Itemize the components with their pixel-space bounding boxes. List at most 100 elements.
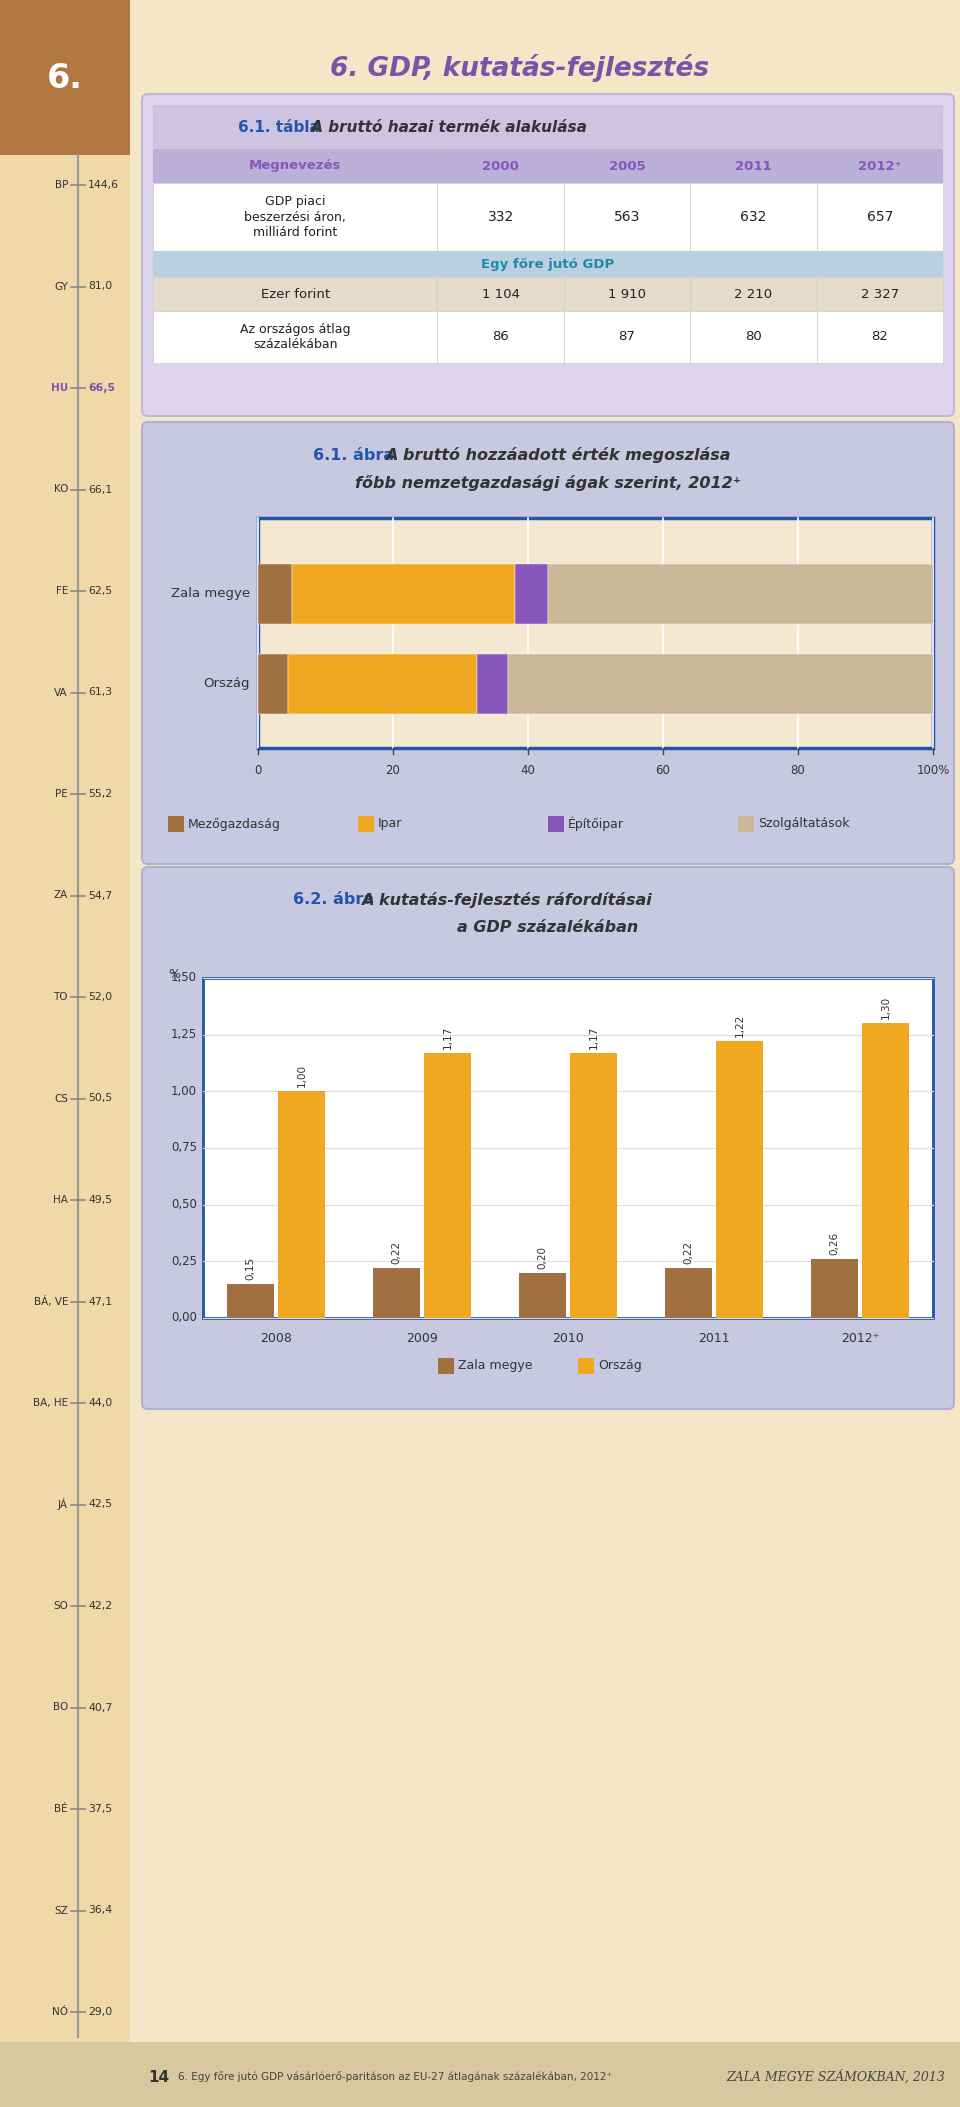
Text: 37,5: 37,5 (88, 1804, 112, 1814)
Text: 80: 80 (745, 331, 762, 343)
Text: KO: KO (54, 485, 68, 495)
Text: 62,5: 62,5 (88, 586, 112, 596)
Text: 66,1: 66,1 (88, 485, 112, 495)
Text: 0,50: 0,50 (171, 1199, 197, 1212)
Text: a GDP százalékában: a GDP százalékában (457, 921, 638, 936)
Bar (0, 156, 130, 2107)
FancyBboxPatch shape (142, 421, 954, 864)
Text: 1,50: 1,50 (171, 971, 197, 984)
Text: Zala megye: Zala megye (458, 1359, 533, 1372)
Text: 1 104: 1 104 (482, 287, 519, 301)
Text: 1,22: 1,22 (734, 1013, 744, 1037)
Text: 0,00: 0,00 (171, 1311, 197, 1325)
Text: 0,75: 0,75 (171, 1142, 197, 1155)
Text: BÁ, VE: BÁ, VE (34, 1296, 68, 1306)
Text: 0,20: 0,20 (538, 1245, 547, 1268)
Text: 2010: 2010 (552, 1332, 584, 1344)
Text: Egy főre jutó GDP: Egy főre jutó GDP (481, 257, 614, 270)
Text: Megnevezés: Megnevezés (249, 160, 342, 173)
Text: 1,30: 1,30 (880, 997, 890, 1020)
Bar (548, 815, 564, 832)
Text: 36,4: 36,4 (88, 1905, 112, 1915)
Text: BÉ: BÉ (55, 1804, 68, 1814)
Text: 2 210: 2 210 (734, 287, 773, 301)
Text: 0,15: 0,15 (246, 1258, 255, 1279)
Bar (153, 251, 943, 276)
Text: 144,6: 144,6 (88, 179, 119, 190)
Bar (564, 276, 690, 312)
Text: 2 327: 2 327 (861, 287, 899, 301)
Bar (153, 105, 943, 150)
Bar (690, 312, 817, 362)
Text: 86: 86 (492, 331, 509, 343)
Text: PE: PE (56, 788, 68, 799)
Bar (564, 183, 690, 251)
Text: 2008: 2008 (260, 1332, 292, 1344)
Text: 2005: 2005 (609, 160, 645, 173)
Text: 2012⁺: 2012⁺ (858, 160, 901, 173)
Bar (0, 0, 130, 156)
Text: főbb nemzetgazdasági ágak szerint, 2012⁺: főbb nemzetgazdasági ágak szerint, 2012⁺ (355, 474, 741, 491)
Text: NÓ: NÓ (52, 2008, 68, 2016)
Bar (228, 1283, 274, 1319)
Text: 1,00: 1,00 (171, 1085, 197, 1098)
Bar (570, 1054, 616, 1319)
Text: 42,5: 42,5 (88, 1500, 112, 1509)
Text: 100%: 100% (916, 765, 949, 777)
Bar (578, 1359, 594, 1374)
Text: 87: 87 (618, 331, 636, 343)
Text: %: % (168, 967, 180, 982)
Text: 61,3: 61,3 (88, 687, 112, 697)
Text: SZ: SZ (55, 1905, 68, 1915)
Bar (358, 815, 374, 832)
Bar (292, 565, 515, 624)
Bar (168, 815, 184, 832)
Text: 55,2: 55,2 (88, 788, 112, 799)
Text: 6.: 6. (47, 61, 83, 95)
Bar (817, 276, 943, 312)
Text: SO: SO (53, 1601, 68, 1612)
Text: 332: 332 (488, 211, 514, 223)
FancyBboxPatch shape (142, 95, 954, 415)
Text: A kutatás-fejlesztés ráfordításai: A kutatás-fejlesztés ráfordításai (361, 891, 652, 908)
Text: 82: 82 (872, 331, 888, 343)
Text: 40,7: 40,7 (88, 1702, 112, 1713)
Bar (817, 312, 943, 362)
Text: 1,17: 1,17 (443, 1026, 452, 1049)
Bar (438, 276, 564, 312)
Bar (258, 565, 292, 624)
Bar (862, 1024, 909, 1319)
Bar (153, 183, 438, 251)
Text: Ország: Ország (598, 1359, 641, 1372)
Text: 0,26: 0,26 (829, 1233, 840, 1256)
Text: HA: HA (53, 1195, 68, 1205)
Text: 2000: 2000 (482, 160, 519, 173)
Text: FE: FE (56, 586, 68, 596)
Text: BP: BP (55, 179, 68, 190)
Text: 0,22: 0,22 (684, 1241, 694, 1264)
Text: 1,17: 1,17 (588, 1026, 598, 1049)
Text: 2009: 2009 (406, 1332, 438, 1344)
Bar (665, 1268, 712, 1319)
Text: Mezőgazdaság: Mezőgazdaság (188, 818, 281, 830)
Bar (153, 312, 438, 362)
Text: 0: 0 (254, 765, 262, 777)
Bar (153, 150, 943, 183)
Text: Az országos átlag
százalékában: Az országos átlag százalékában (240, 322, 350, 352)
Text: 54,7: 54,7 (88, 891, 112, 900)
Text: 14: 14 (148, 2069, 169, 2084)
Text: 563: 563 (613, 211, 640, 223)
FancyBboxPatch shape (142, 866, 954, 1410)
Bar (438, 1359, 454, 1374)
Bar (424, 1054, 470, 1319)
Text: JÁ: JÁ (58, 1498, 68, 1511)
Text: 40: 40 (520, 765, 536, 777)
Text: 20: 20 (386, 765, 400, 777)
Bar (438, 312, 564, 362)
Bar (288, 653, 477, 714)
Text: 1,00: 1,00 (297, 1064, 306, 1087)
Text: 6.2. ábra: 6.2. ábra (293, 893, 374, 908)
Bar (477, 653, 508, 714)
Text: Szolgáltatások: Szolgáltatások (758, 818, 850, 830)
Text: BO: BO (53, 1702, 68, 1713)
